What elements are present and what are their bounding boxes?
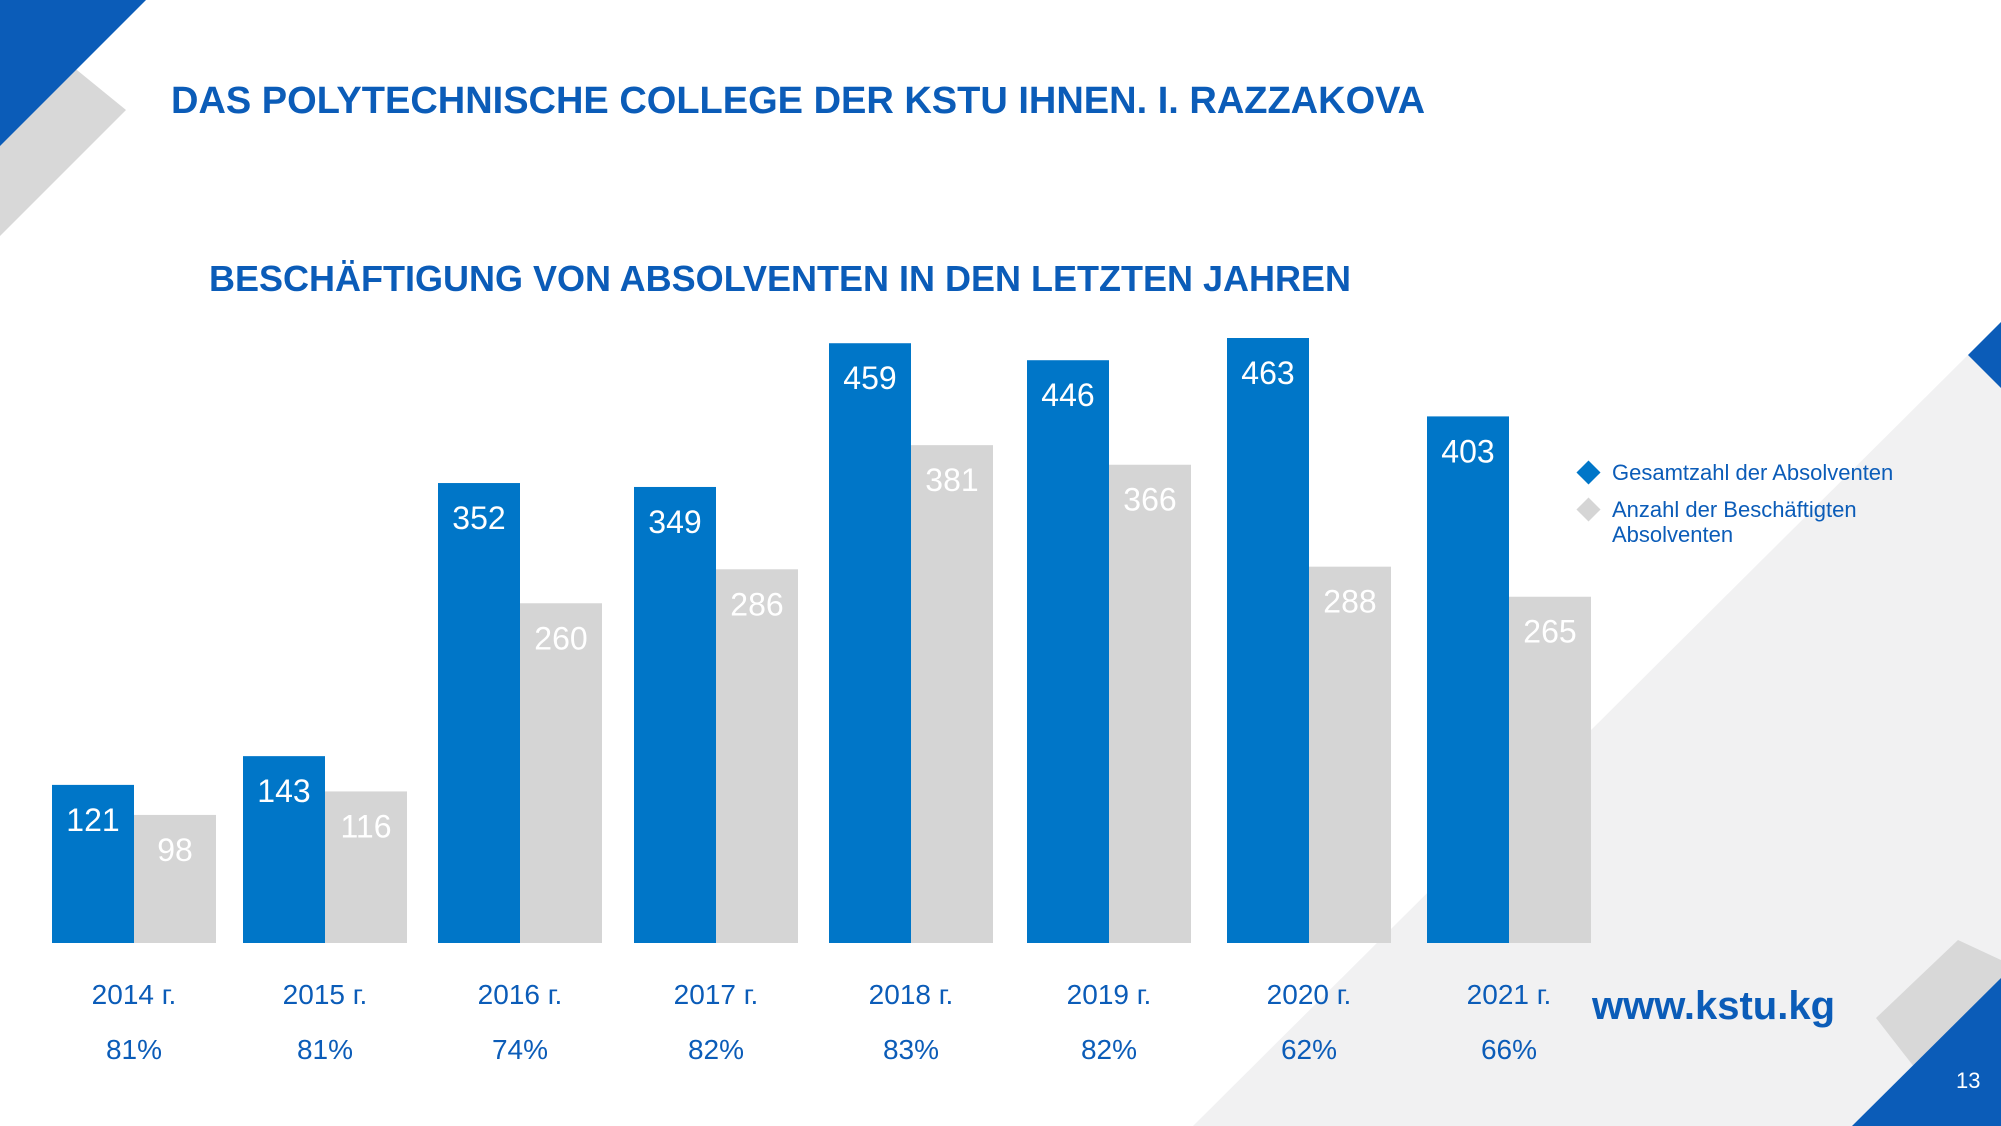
data-label-total-graduates: 349 [648, 504, 701, 540]
category-label-percentage: 81% [106, 1034, 162, 1065]
data-label-employed-graduates: 265 [1523, 614, 1576, 650]
category-label-percentage: 62% [1281, 1034, 1337, 1065]
category-label-year: 2020 г. [1267, 979, 1352, 1010]
slide-page-number: 13 [1956, 1068, 1981, 1093]
category-label-percentage: 74% [492, 1034, 548, 1065]
legend-swatch-blue-icon [1576, 460, 1601, 485]
category-label-year: 2014 г. [92, 979, 177, 1010]
category-label-percentage: 82% [1081, 1034, 1137, 1065]
bar-employed-graduates [911, 445, 993, 943]
legend-item-total-graduates: Gesamtzahl der Absolventen [1576, 460, 1938, 485]
data-label-employed-graduates: 288 [1323, 584, 1376, 620]
bar-total-graduates [1227, 338, 1309, 943]
data-label-employed-graduates: 366 [1123, 482, 1176, 518]
legend-label-employed-graduates: Anzahl der Beschäftigten Absolventen [1612, 497, 1857, 547]
legend-swatch-gray-icon [1576, 497, 1601, 522]
bar-total-graduates [634, 486, 716, 943]
data-label-total-graduates: 403 [1441, 433, 1494, 469]
data-label-total-graduates: 459 [843, 360, 896, 396]
data-label-total-graduates: 121 [66, 802, 119, 838]
website-url: www.kstu.kg [1592, 984, 1836, 1028]
category-label-percentage: 81% [297, 1034, 353, 1065]
data-label-total-graduates: 446 [1041, 377, 1094, 413]
bar-employed-graduates [1509, 596, 1591, 943]
blue-accent-shape-right [1968, 322, 2001, 388]
bar-employed-graduates [1109, 464, 1191, 943]
light-gray-background-shape [1193, 348, 2001, 1126]
category-label-year: 2017 г. [674, 979, 759, 1010]
data-label-employed-graduates: 286 [730, 586, 783, 622]
legend-label-total-graduates: Gesamtzahl der Absolventen [1612, 460, 1894, 485]
bar-total-graduates [1427, 416, 1509, 943]
category-label-year: 2016 г. [478, 979, 563, 1010]
data-label-employed-graduates: 116 [340, 808, 391, 844]
legend-item-employed-graduates: Anzahl der Beschäftigten Absolventen [1576, 497, 1938, 547]
bar-employed-graduates [520, 603, 602, 943]
chart-legend: Gesamtzahl der Absolventen Anzahl der Be… [1576, 460, 1938, 559]
category-label-percentage: 66% [1481, 1034, 1537, 1065]
data-label-total-graduates: 143 [257, 773, 310, 809]
bar-total-graduates [829, 343, 911, 943]
corner-blue-shape-top-left [0, 0, 146, 146]
page-title: DAS POLYTECHNISCHE COLLEGE DER KSTU IHNE… [171, 80, 1426, 122]
data-label-total-graduates: 352 [452, 500, 505, 536]
chart-title: BESCHÄFTIGUNG VON ABSOLVENTEN IN DEN LET… [209, 258, 1352, 299]
category-label-year: 2019 г. [1067, 979, 1152, 1010]
category-label-year: 2021 г. [1467, 979, 1552, 1010]
corner-blue-shape-bottom-right [1852, 978, 2001, 1126]
bar-employed-graduates [325, 791, 407, 943]
category-label-year: 2018 г. [869, 979, 954, 1010]
data-label-employed-graduates: 98 [157, 832, 193, 868]
bar-total-graduates [52, 784, 134, 943]
bar-employed-graduates [1309, 566, 1391, 943]
data-label-total-graduates: 463 [1241, 355, 1294, 391]
bar-employed-graduates [134, 814, 216, 943]
bar-total-graduates [243, 756, 325, 943]
category-label-percentage: 83% [883, 1034, 939, 1065]
bar-total-graduates [438, 483, 520, 943]
data-label-employed-graduates: 381 [925, 462, 978, 498]
category-label-year: 2015 г. [283, 979, 368, 1010]
category-label-percentage: 82% [688, 1034, 744, 1065]
data-label-employed-graduates: 260 [534, 620, 587, 656]
bar-employed-graduates [716, 569, 798, 943]
bar-total-graduates [1027, 360, 1109, 943]
